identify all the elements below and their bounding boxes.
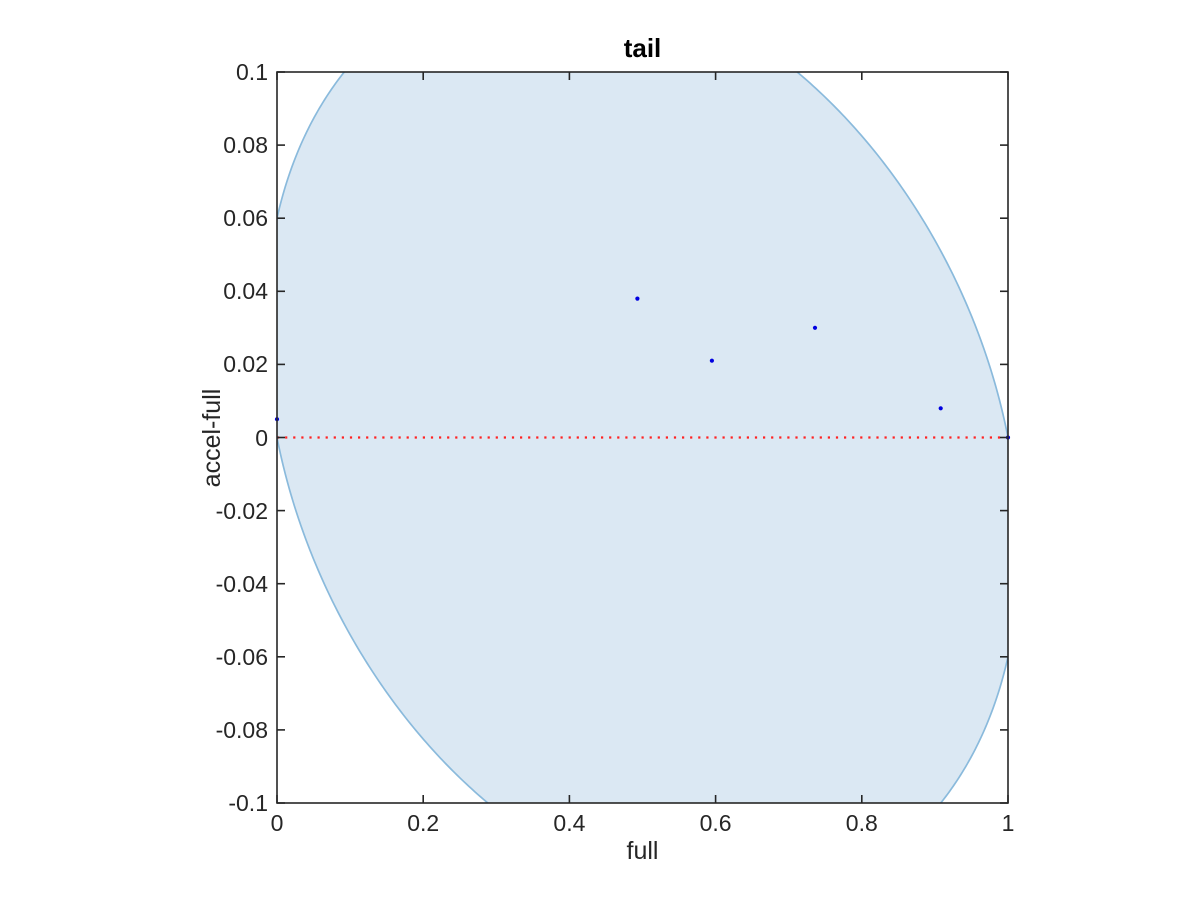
x-tick-label: 0.2	[407, 810, 440, 836]
y-tick-label: -0.02	[215, 497, 268, 524]
x-tick-label: 1	[1001, 810, 1015, 836]
y-tick-label: -0.08	[215, 716, 268, 743]
x-tick-label: 0.6	[699, 810, 732, 836]
feasible-region-ellipse	[277, 72, 1008, 803]
y-tick-label: 0.1	[236, 59, 268, 85]
y-tick-label: -0.04	[215, 570, 268, 597]
data-point-marker	[709, 358, 715, 363]
data-point-marker	[635, 296, 640, 301]
y-tick-label: -0.06	[215, 643, 268, 670]
y-tick-label: 0.06	[223, 205, 268, 232]
data-point-marker	[812, 325, 818, 330]
plot-title: tail	[623, 33, 662, 63]
data-point-marker	[938, 406, 943, 411]
x-axis-label: full	[626, 837, 659, 865]
x-tick-label: 0	[270, 810, 284, 836]
y-tick-label: 0.02	[223, 351, 268, 378]
y-tick-label: 0	[255, 424, 268, 451]
y-tick-label: 0.08	[223, 132, 268, 159]
y-tick-label: 0.04	[223, 278, 268, 305]
x-tick-label: 0.8	[845, 810, 878, 836]
y-tick-label: -0.1	[228, 790, 268, 816]
x-tick-label: 0.4	[553, 810, 586, 836]
